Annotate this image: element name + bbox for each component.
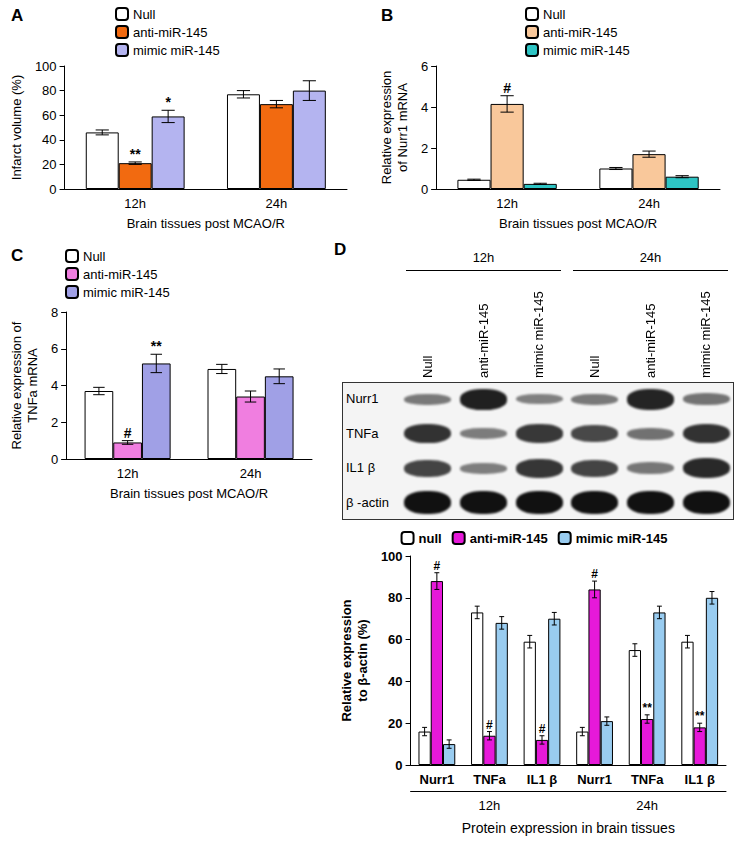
svg-text:40: 40 xyxy=(42,132,56,147)
html-text:β -actin: β -actin xyxy=(346,494,389,510)
svg-text:anti-miR-145: anti-miR-145 xyxy=(470,531,548,546)
svg-text:24h: 24h xyxy=(266,196,288,211)
svg-text:**: ** xyxy=(695,709,705,723)
html-text:24h: 24h xyxy=(639,250,662,265)
svg-text:mimic miR-145: mimic miR-145 xyxy=(576,531,668,546)
html-text:anti-miR-145: anti-miR-145 xyxy=(643,303,658,378)
svg-text:Nurr1: Nurr1 xyxy=(577,772,612,787)
svg-text:0: 0 xyxy=(51,452,58,467)
html-text:TNFa: TNFa xyxy=(346,425,379,441)
svg-text:20: 20 xyxy=(388,716,402,731)
html-text:anti-miR-145: anti-miR-145 xyxy=(476,303,491,378)
svg-text:Relative expression: Relative expression xyxy=(379,71,394,184)
svg-text:Null: Null xyxy=(83,249,106,264)
svg-text:mimic miR-145: mimic miR-145 xyxy=(543,43,630,58)
html-text:D: D xyxy=(334,240,347,259)
svg-text:of Nurr1 mRNA: of Nurr1 mRNA xyxy=(395,83,410,172)
svg-text:0: 0 xyxy=(49,182,56,197)
svg-text:6: 6 xyxy=(421,59,428,74)
svg-text:24h: 24h xyxy=(638,196,660,211)
svg-text:#: # xyxy=(434,559,441,573)
svg-text:0: 0 xyxy=(421,182,428,197)
svg-text:Null: Null xyxy=(543,7,566,22)
svg-text:24h: 24h xyxy=(240,466,262,481)
svg-text:mimic miR-145: mimic miR-145 xyxy=(83,285,170,300)
svg-text:#: # xyxy=(124,425,132,441)
svg-text:B: B xyxy=(381,6,393,25)
svg-text:6: 6 xyxy=(51,341,58,356)
svg-text:Brain tissues post MCAO/R: Brain tissues post MCAO/R xyxy=(127,216,285,231)
svg-text:IL1 β: IL1 β xyxy=(685,772,715,787)
svg-text:12h: 12h xyxy=(124,196,146,211)
svg-text:#: # xyxy=(539,722,546,736)
svg-text:12h: 12h xyxy=(496,196,518,211)
svg-text:null: null xyxy=(419,531,442,546)
svg-text:Protein expression in brain ti: Protein expression in brain tissues xyxy=(462,820,675,836)
svg-text:24h: 24h xyxy=(636,798,658,813)
svg-text:A: A xyxy=(11,6,23,25)
svg-text:4: 4 xyxy=(421,100,428,115)
svg-text:C: C xyxy=(11,246,23,265)
svg-text:Brain tissues post MCAO/R: Brain tissues post MCAO/R xyxy=(499,216,657,231)
html-text:IL1 β: IL1 β xyxy=(346,460,376,475)
svg-text:60: 60 xyxy=(388,632,402,647)
html-text:12h: 12h xyxy=(472,250,495,265)
svg-text:TNFa: TNFa xyxy=(631,772,664,787)
svg-text:Nurr1: Nurr1 xyxy=(420,772,455,787)
svg-text:8: 8 xyxy=(51,305,58,320)
svg-text:0: 0 xyxy=(395,758,402,773)
svg-text:100: 100 xyxy=(35,59,57,74)
svg-text:Brain tissues post MCAO/R: Brain tissues post MCAO/R xyxy=(110,486,268,501)
svg-text:**: ** xyxy=(642,701,652,715)
svg-text:2: 2 xyxy=(421,141,428,156)
svg-text:#: # xyxy=(503,80,511,96)
html-text:Null: Null xyxy=(587,355,603,378)
svg-text:anti-miR-145: anti-miR-145 xyxy=(133,25,207,40)
svg-text:4: 4 xyxy=(51,378,58,393)
svg-text:Relative expression of: Relative expression of xyxy=(9,321,24,449)
svg-text:100: 100 xyxy=(381,549,403,564)
svg-text:Infarct volume (%): Infarct volume (%) xyxy=(9,75,24,180)
svg-text:Null: Null xyxy=(133,7,156,22)
svg-text:#: # xyxy=(591,567,598,581)
svg-text:2: 2 xyxy=(51,415,58,430)
html-text:mimic miR-145: mimic miR-145 xyxy=(698,291,714,378)
svg-text:IL1 β: IL1 β xyxy=(527,772,557,787)
svg-text:TNFa mRNA: TNFa mRNA xyxy=(25,348,40,423)
svg-text:Relative expression: Relative expression xyxy=(339,599,354,721)
svg-text:**: ** xyxy=(151,338,162,354)
svg-text:anti-miR-145: anti-miR-145 xyxy=(543,25,617,40)
svg-text:12h: 12h xyxy=(479,798,501,813)
svg-text:#: # xyxy=(486,718,493,732)
svg-text:12h: 12h xyxy=(117,466,139,481)
svg-text:to β-actin (%): to β-actin (%) xyxy=(355,619,370,701)
svg-text:20: 20 xyxy=(42,157,56,172)
html-text:Nurr1: Nurr1 xyxy=(346,391,379,406)
svg-text:mimic miR-145: mimic miR-145 xyxy=(133,43,220,58)
svg-text:60: 60 xyxy=(42,108,56,123)
svg-text:80: 80 xyxy=(42,83,56,98)
svg-text:40: 40 xyxy=(388,674,402,689)
svg-text:80: 80 xyxy=(388,590,402,605)
svg-text:TNFa: TNFa xyxy=(473,772,506,787)
svg-text:anti-miR-145: anti-miR-145 xyxy=(83,267,157,282)
svg-text:**: ** xyxy=(130,146,141,162)
html-text:Null: Null xyxy=(420,355,436,378)
svg-text:*: * xyxy=(165,94,171,110)
html-text:mimic miR-145: mimic miR-145 xyxy=(531,291,547,378)
